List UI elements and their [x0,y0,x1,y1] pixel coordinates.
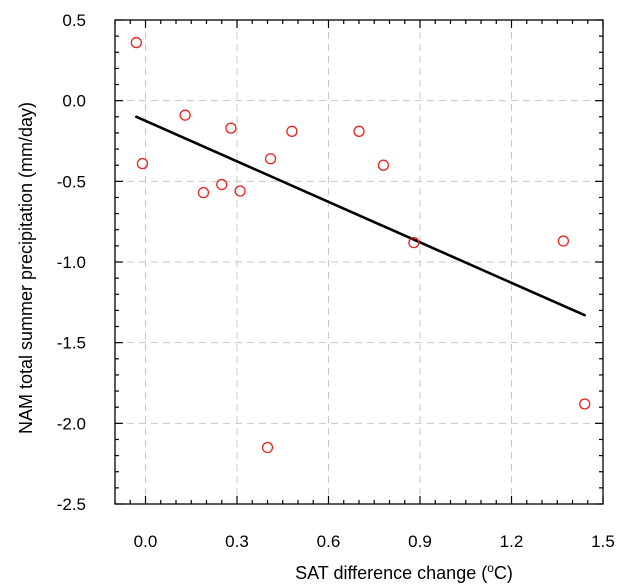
data-point [216,178,228,191]
x-axis-title-suffix: C) [494,563,513,583]
data-point [264,153,277,165]
regression-line [135,115,587,317]
data-point [225,122,237,134]
data-point [179,109,191,121]
y-tick-label: -2.5 [57,495,86,514]
x-tick-label: 1.5 [591,532,615,551]
y-tick-label: -0.5 [57,172,86,191]
y-tick-label: -1.0 [57,253,86,272]
data-point [136,157,149,170]
axis-ticks [114,19,604,505]
x-tick-label: 0.0 [134,532,158,551]
data-point [408,236,420,249]
x-axis-title-main: SAT difference change ( [295,563,487,583]
data-point [234,185,246,197]
data-point [286,125,298,137]
y-tick-label: -2.0 [57,414,86,433]
data-point [377,159,390,171]
data-point [579,398,591,410]
x-axis-title: SAT difference change (oC) [295,561,513,583]
x-tick-label: 0.3 [225,532,249,551]
data-point [130,36,143,49]
data-point [557,235,569,247]
x-tick-label: 0.9 [408,532,432,551]
x-axis-title-superscript: o [487,561,494,575]
data-point [261,441,274,454]
data-point [353,125,365,137]
y-tick-label: 0.0 [62,92,86,111]
y-tick-label: -1.5 [57,334,86,353]
regression-line-group [135,115,587,317]
y-tick-label: 0.5 [62,11,86,30]
x-tick-label: 0.6 [317,532,341,551]
data-points [130,36,591,454]
x-tick-label: 1.2 [500,532,524,551]
grid-lines [115,20,603,504]
y-tick-labels: 0.5 0.0 -0.5 -1.0 -1.5 -2.0 -2.5 [57,11,86,514]
y-axis-title: NAM total summer precipitation (mm/day) [16,102,36,434]
data-point [197,186,210,199]
x-tick-labels: 0.0 0.3 0.6 0.9 1.2 1.5 [134,532,615,551]
